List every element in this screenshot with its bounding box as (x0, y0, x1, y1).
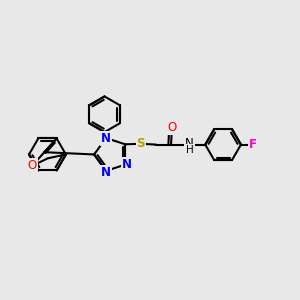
Text: N: N (185, 137, 194, 150)
Text: O: O (27, 159, 37, 172)
Text: N: N (101, 132, 111, 145)
Text: N: N (101, 166, 111, 179)
Text: S: S (136, 137, 145, 150)
Text: F: F (249, 138, 257, 151)
Text: O: O (167, 121, 176, 134)
Text: N: N (122, 158, 132, 171)
Text: H: H (186, 145, 194, 155)
